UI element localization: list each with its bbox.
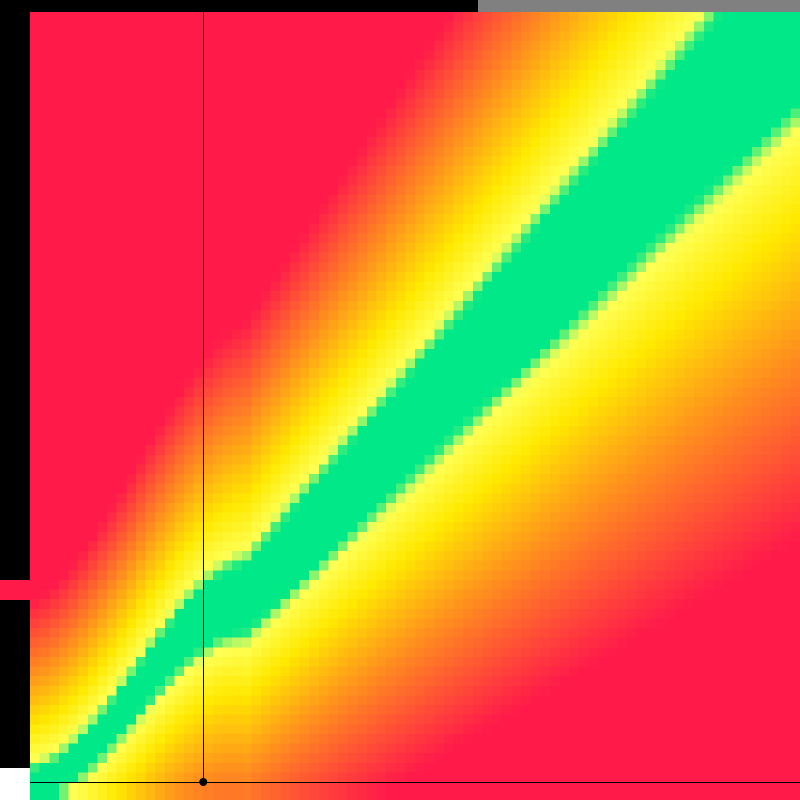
heatmap-stage [0,0,800,800]
bottom-color-strip [30,782,800,800]
left-gap-white [0,768,30,800]
top-bar-black [0,0,478,12]
top-bar-grey [478,0,800,12]
cursor-vertical-line[interactable] [203,12,204,782]
left-bar-upper [0,0,30,580]
x-axis-line [30,782,800,783]
heatmap-plot [30,12,800,782]
left-color-slit [0,580,30,600]
left-bar-lower [0,600,30,768]
